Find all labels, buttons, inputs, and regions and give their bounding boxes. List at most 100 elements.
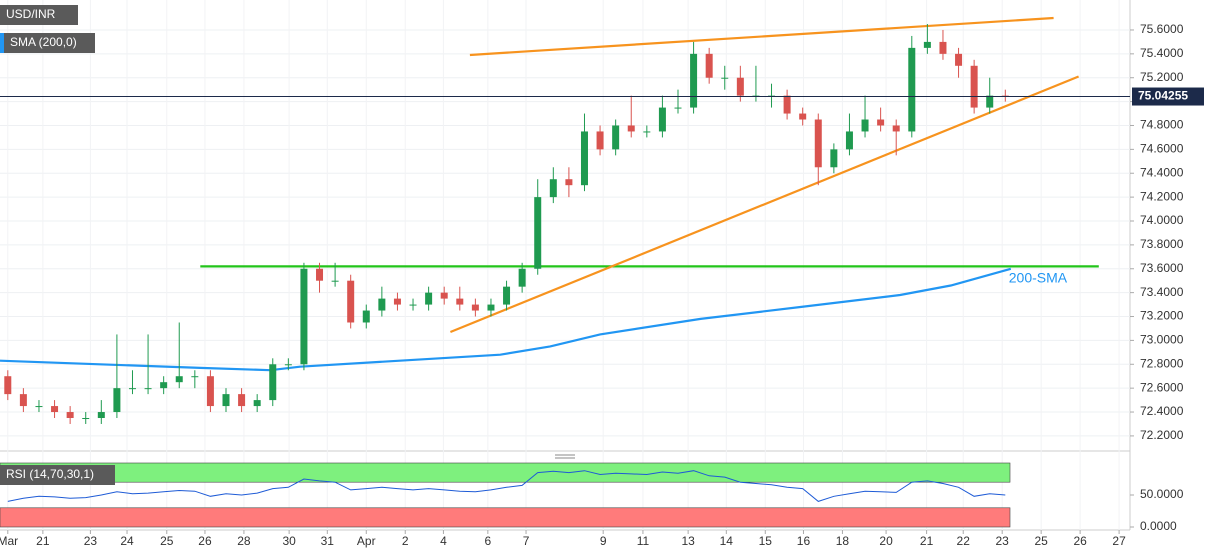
y-tick-label: 74.4000 [1140,165,1184,179]
x-tick-label: 21 [920,534,934,548]
y-tick-label: 72.6000 [1140,380,1184,394]
x-tick-label: 16 [797,534,811,548]
y-tick-label: 0.0000 [1140,519,1177,533]
candle-body [66,412,74,419]
y-tick-label: 72.4000 [1140,404,1184,418]
candle-body [19,394,27,407]
y-tick-label: 75.6000 [1140,22,1184,36]
candle-body [440,292,448,299]
x-tick-label: 25 [1034,534,1048,548]
x-tick-label: 26 [198,534,212,548]
candle-body [35,406,43,408]
x-tick-label: 11 [637,534,650,548]
candle-body [674,107,682,109]
x-tick-label: 30 [282,534,296,548]
candle-body [518,268,526,287]
x-tick-label: 6 [485,534,492,548]
candle-body [175,376,183,383]
candle-body [331,280,339,282]
x-tick-label: 28 [237,534,251,548]
candle-body [51,406,59,413]
candle-body [596,131,604,150]
candle-body [503,286,511,305]
candle-body [97,412,105,419]
candle-body [144,388,152,390]
trend-line [449,75,1080,334]
candle-body [487,304,495,311]
x-tick-label: 20 [879,534,893,548]
candle-body [191,376,199,378]
candle-body [690,53,698,108]
candle-body [736,77,744,96]
candle-body [721,77,729,79]
y-tick-label: 73.4000 [1140,285,1184,299]
candle-body [160,382,168,389]
candle-body [705,53,713,78]
x-tick-label: 4 [440,534,447,548]
candle-body [612,125,620,150]
candle-body [4,376,12,395]
candle-body [814,119,822,168]
candle-body [845,131,853,150]
candle-body [238,394,246,407]
candle-body [362,310,370,323]
indicator-label: SMA (200,0) [10,35,77,49]
line-label: 200-SMA [1009,269,1068,285]
candle-body [222,394,230,407]
candle-body [892,125,900,132]
candle-body [378,298,386,311]
candle-body [549,179,557,198]
x-tick-label: 31 [321,534,335,548]
candle-body [300,268,308,365]
y-tick-label: 74.6000 [1140,142,1184,156]
x-tick-label: Mar [0,534,18,548]
x-tick-label: 18 [836,534,850,548]
candle-body [284,364,292,366]
labels: USD/INR SMA (200,0) RSI (14,70,30,1) [0,5,115,485]
trend-line [469,16,1054,57]
rsi-band [0,507,1011,528]
y-tick-label: 72.2000 [1140,428,1184,442]
candle-body [799,113,807,120]
candle-body [580,131,588,186]
y-tick-label: 74.0000 [1140,213,1184,227]
candle-body [471,304,479,311]
x-tick-label: 7 [523,534,530,548]
candle-body [316,268,324,281]
y-tick-label: 74.2000 [1140,189,1184,203]
y-tick-label: 73.2000 [1140,309,1184,323]
x-tick-label: 22 [957,534,971,548]
symbol-box [0,5,78,25]
candle-body [861,119,869,132]
y-tick-label: 73.8000 [1140,237,1184,251]
y-tick-label: 72.8000 [1140,356,1184,370]
candle-body [347,280,355,323]
candle-body [877,119,885,126]
y-tick-label: 73.6000 [1140,261,1184,275]
y-tick-label: 74.8000 [1140,118,1184,132]
marks [0,16,1130,528]
last-price-tag [1132,87,1204,106]
candle-body [128,388,136,390]
x-tick-label: 13 [681,534,695,548]
candle-body [783,95,791,114]
chart-title: USD/INR [6,7,56,21]
candle-body [658,107,666,132]
last-price-label: 75.04255 [1138,89,1188,103]
x-tick-label: 24 [120,534,134,548]
candle-body [830,149,838,168]
candle-body [456,298,464,305]
candle-body [253,400,261,407]
candle-body [82,418,90,420]
x-tick-label: 14 [720,534,734,548]
trend-line [0,267,1012,372]
x-tick-label: 2 [402,534,409,548]
rsi-box [0,465,115,485]
candle-body [113,388,121,413]
candle-body [627,125,635,132]
indicator-box [0,33,95,53]
rsi-band [0,462,1011,483]
x-tick-label: 23 [996,534,1010,548]
candle-body [955,53,963,66]
candle-body [206,376,214,407]
